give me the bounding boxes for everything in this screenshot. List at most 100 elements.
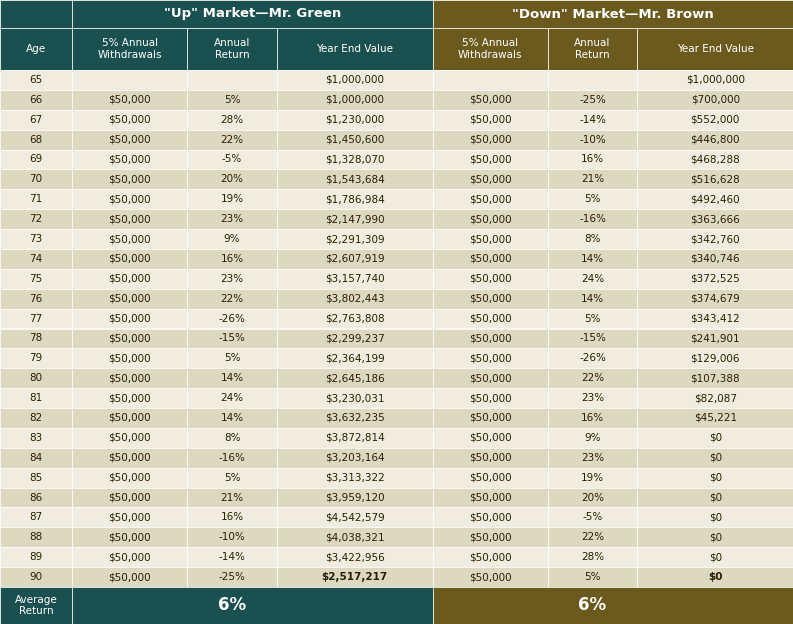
Text: $3,157,740: $3,157,740 [325, 274, 385, 284]
Bar [72, 28, 187, 70]
Bar [187, 170, 277, 189]
Bar [187, 547, 277, 567]
Bar [72, 70, 187, 90]
Text: 14%: 14% [581, 254, 604, 264]
Bar [0, 408, 72, 428]
Bar [548, 229, 638, 249]
Bar [277, 328, 432, 348]
Text: $241,901: $241,901 [691, 333, 740, 343]
Text: 20%: 20% [220, 174, 243, 184]
Text: -10%: -10% [579, 135, 606, 145]
Bar [0, 130, 72, 150]
Text: $3,872,814: $3,872,814 [325, 433, 385, 443]
Text: 5%: 5% [584, 572, 601, 582]
Text: $50,000: $50,000 [469, 492, 511, 502]
Bar [187, 269, 277, 289]
Text: 8%: 8% [584, 234, 601, 244]
Text: $50,000: $50,000 [469, 254, 511, 264]
Bar [277, 547, 432, 567]
Bar [548, 110, 638, 130]
Text: 77: 77 [29, 313, 43, 324]
Bar [638, 249, 793, 269]
Bar [638, 209, 793, 229]
Bar [432, 507, 548, 527]
Bar [72, 487, 187, 507]
Bar [277, 289, 432, 309]
Bar [432, 309, 548, 328]
Text: $50,000: $50,000 [109, 155, 151, 165]
Text: 85: 85 [29, 472, 43, 482]
Bar [638, 189, 793, 209]
Bar [187, 507, 277, 527]
Text: $50,000: $50,000 [109, 254, 151, 264]
Text: $50,000: $50,000 [109, 234, 151, 244]
Bar [432, 28, 548, 70]
Text: 23%: 23% [581, 393, 604, 403]
Bar [187, 229, 277, 249]
Text: "Down" Market—Mr. Brown: "Down" Market—Mr. Brown [512, 7, 714, 21]
Bar [0, 170, 72, 189]
Bar [277, 189, 432, 209]
Text: -25%: -25% [579, 95, 606, 105]
Text: $50,000: $50,000 [469, 313, 511, 324]
Bar [277, 567, 432, 587]
Text: 90: 90 [29, 572, 43, 582]
Bar [72, 130, 187, 150]
Text: $3,230,031: $3,230,031 [325, 393, 385, 403]
Bar [432, 448, 548, 468]
Text: 22%: 22% [220, 135, 243, 145]
Text: $50,000: $50,000 [469, 453, 511, 463]
Text: 75: 75 [29, 274, 43, 284]
Text: 6%: 6% [218, 597, 246, 615]
Bar [432, 269, 548, 289]
Bar [72, 90, 187, 110]
Text: 16%: 16% [581, 413, 604, 423]
Text: 9%: 9% [584, 433, 601, 443]
Bar [0, 28, 72, 70]
Text: $1,000,000: $1,000,000 [325, 75, 385, 85]
Bar [638, 269, 793, 289]
Bar [187, 189, 277, 209]
Bar [0, 587, 72, 624]
Bar [548, 468, 638, 487]
Bar [0, 70, 72, 90]
Text: 82: 82 [29, 413, 43, 423]
Bar [72, 229, 187, 249]
Text: $50,000: $50,000 [109, 353, 151, 363]
Bar [187, 567, 277, 587]
Bar [72, 0, 432, 28]
Text: $50,000: $50,000 [109, 373, 151, 383]
Bar [277, 130, 432, 150]
Text: 23%: 23% [581, 453, 604, 463]
Bar [277, 70, 432, 90]
Bar [0, 0, 72, 28]
Text: 8%: 8% [224, 433, 240, 443]
Bar [432, 170, 548, 189]
Text: $50,000: $50,000 [469, 512, 511, 522]
Text: $3,802,443: $3,802,443 [325, 294, 385, 304]
Bar [0, 209, 72, 229]
Text: 9%: 9% [224, 234, 240, 244]
Text: $50,000: $50,000 [469, 294, 511, 304]
Text: 73: 73 [29, 234, 43, 244]
Bar [432, 70, 548, 90]
Bar [72, 328, 187, 348]
Bar [548, 189, 638, 209]
Text: $50,000: $50,000 [109, 572, 151, 582]
Bar [548, 547, 638, 567]
Text: Age: Age [26, 44, 46, 54]
Text: $468,288: $468,288 [691, 155, 740, 165]
Text: 28%: 28% [220, 115, 243, 125]
Bar [72, 468, 187, 487]
Text: 24%: 24% [581, 274, 604, 284]
Bar [187, 249, 277, 269]
Text: $50,000: $50,000 [109, 552, 151, 562]
Bar [277, 448, 432, 468]
Bar [277, 507, 432, 527]
Text: 6%: 6% [578, 597, 607, 615]
Text: $343,412: $343,412 [691, 313, 740, 324]
Text: 89: 89 [29, 552, 43, 562]
Text: $3,203,164: $3,203,164 [325, 453, 385, 463]
Bar [638, 487, 793, 507]
Bar [187, 348, 277, 368]
